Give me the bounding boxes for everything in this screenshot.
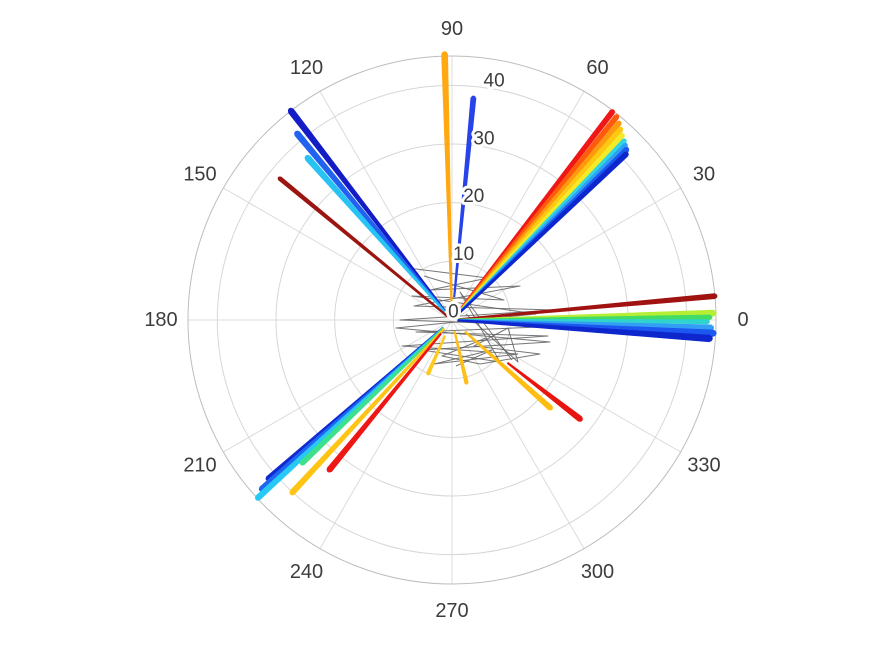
data-ray-tip xyxy=(464,381,469,385)
data-ray xyxy=(457,319,711,343)
data-ray xyxy=(288,108,446,312)
data-ray-tip xyxy=(616,120,622,126)
data-ray-tip xyxy=(619,133,625,138)
data-ray xyxy=(289,327,445,495)
theta-tick-label: 330 xyxy=(687,455,720,477)
polar-spoke-line xyxy=(223,187,453,321)
data-ray-tip xyxy=(705,319,710,324)
polar-spoke-line xyxy=(451,187,681,321)
r-tick-label: 20 xyxy=(463,186,484,207)
data-ray-tip xyxy=(277,176,282,181)
data-ray-tip xyxy=(289,489,295,496)
data-ray-tip xyxy=(614,114,620,120)
data-ray-tip xyxy=(441,51,448,58)
data-ray-tip xyxy=(426,371,430,376)
polar-spoke-line xyxy=(451,91,585,321)
theta-tick-label: 180 xyxy=(144,309,177,331)
data-ray-tip xyxy=(712,293,718,299)
data-ray-tip xyxy=(618,126,624,132)
theta-tick-label: 270 xyxy=(435,600,468,622)
data-ray xyxy=(300,327,445,466)
data-ray-tip xyxy=(708,324,714,331)
theta-tick-label: 90 xyxy=(441,18,463,40)
data-ray-tip xyxy=(623,142,628,148)
theta-tick-label: 300 xyxy=(581,561,614,583)
data-ray xyxy=(506,362,583,422)
r-tick-label: 10 xyxy=(453,244,474,265)
polar-outer-ring xyxy=(187,55,717,585)
data-ray-tip xyxy=(577,416,583,422)
data-ray-tip xyxy=(470,95,476,101)
theta-tick-label: 150 xyxy=(183,164,216,186)
polar-spoke-line xyxy=(223,319,453,453)
data-ray-tip xyxy=(710,310,717,317)
data-ray-tip xyxy=(609,109,615,115)
data-ray-tip xyxy=(294,130,301,137)
data-ray xyxy=(459,151,629,313)
data-ray-tip xyxy=(287,107,294,114)
theta-tick-label: 30 xyxy=(693,164,715,186)
data-ray-tip xyxy=(623,151,629,157)
data-ray-tip xyxy=(326,467,333,473)
theta-tick-label: 0 xyxy=(737,309,748,331)
data-ray-tip xyxy=(547,405,553,411)
data-ray xyxy=(326,332,442,473)
data-ray-tip xyxy=(624,147,630,152)
data-ray xyxy=(453,97,477,298)
r-tick-label: 30 xyxy=(473,128,494,149)
data-ray xyxy=(464,330,553,411)
polar-spoke-line xyxy=(319,91,453,321)
data-ray xyxy=(453,330,469,384)
data-ray-tip xyxy=(710,329,717,337)
theta-tick-label: 120 xyxy=(290,57,323,79)
polar-spoke-line xyxy=(451,319,681,453)
data-ray-tip xyxy=(622,138,627,144)
data-ray-tip xyxy=(255,495,261,501)
data-ray xyxy=(441,53,453,306)
theta-tick-label: 60 xyxy=(586,57,608,79)
polar-spoke-line xyxy=(319,319,453,549)
data-ray xyxy=(304,155,446,313)
r-tick-label: 40 xyxy=(484,71,505,92)
center-web-line xyxy=(441,313,541,365)
theta-tick-label: 240 xyxy=(290,561,323,583)
data-ray-tip xyxy=(299,460,305,466)
r-tick-label: 0 xyxy=(448,302,459,323)
data-ray xyxy=(278,176,449,318)
theta-tick-label: 210 xyxy=(183,455,216,477)
data-ray-tip xyxy=(304,154,311,161)
data-ray-tip xyxy=(707,315,713,320)
data-ray-tip xyxy=(706,335,713,342)
data-ray xyxy=(294,131,446,312)
